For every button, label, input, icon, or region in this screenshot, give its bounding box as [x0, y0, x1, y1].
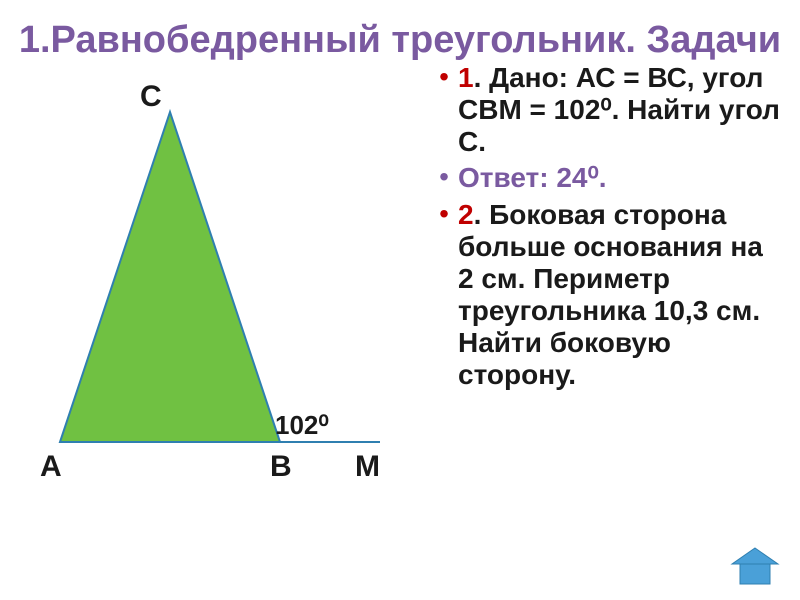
- angle-label-102: 102⁰: [275, 410, 329, 441]
- bullet-icon: •: [430, 162, 458, 193]
- answer-1: • Ответ: 24⁰.: [430, 162, 780, 194]
- triangle-diagram: [0, 62, 430, 492]
- home-button[interactable]: [728, 546, 782, 586]
- problem-body: . Боковая сторона больше основания на 2 …: [458, 199, 763, 391]
- vertex-label-m: М: [355, 450, 380, 484]
- diagram-panel: А В С М 102⁰: [0, 62, 430, 552]
- vertex-label-b: В: [270, 450, 292, 484]
- title-text: 1.Равнобедренный треугольник. Задачи: [19, 19, 781, 61]
- problem-2: • 2. Боковая сторона больше основания на…: [430, 199, 780, 392]
- problem-body: . Дано: АС = ВС, угол СВМ = 102⁰. Найти …: [458, 62, 780, 157]
- slide-title: 1.Равнобедренный треугольник. Задачи: [0, 0, 800, 62]
- answer-1-text: Ответ: 24⁰.: [458, 162, 607, 194]
- content-area: А В С М 102⁰ • 1. Дано: АС = ВС, угол СВ…: [0, 62, 800, 552]
- bullet-icon: •: [430, 62, 458, 93]
- problem-number: 1: [458, 62, 474, 93]
- triangle-acb: [60, 112, 280, 442]
- text-panel: • 1. Дано: АС = ВС, угол СВМ = 102⁰. Най…: [430, 62, 800, 552]
- problem-1: • 1. Дано: АС = ВС, угол СВМ = 102⁰. Най…: [430, 62, 780, 159]
- problem-2-text: 2. Боковая сторона больше основания на 2…: [458, 199, 780, 392]
- problem-number: 2: [458, 199, 474, 230]
- home-icon: [728, 546, 782, 586]
- problem-1-text: 1. Дано: АС = ВС, угол СВМ = 102⁰. Найти…: [458, 62, 780, 159]
- answer-text: Ответ: 24⁰.: [458, 162, 607, 193]
- vertex-label-a: А: [40, 450, 62, 484]
- vertex-label-c: С: [140, 80, 162, 114]
- bullet-icon: •: [430, 199, 458, 230]
